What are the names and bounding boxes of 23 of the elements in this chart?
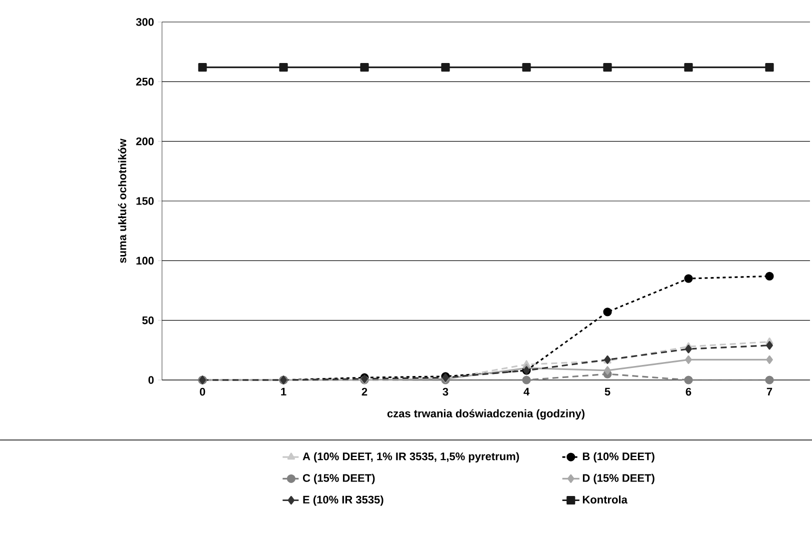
legend-label: B (10% DEET) [582,452,654,462]
legend-label: D (15% DEET) [582,474,654,484]
legend-label: C (15% DEET) [302,474,375,484]
y-tick-label: 150 [136,197,154,205]
x-tick-label: 6 [686,388,692,396]
x-axis-title: czas trwania doświadczenia (godziny) [387,409,584,420]
x-tick-label: 3 [442,388,448,396]
x-tick-label: 0 [200,388,206,396]
y-tick-label: 200 [136,137,154,146]
x-tick-label: 1 [281,388,286,396]
y-tick-label: 50 [142,316,154,324]
x-tick-label: 4 [524,388,530,396]
y-tick-label: 100 [136,256,154,265]
x-tick-label: 2 [362,388,368,396]
legend-label: Kontrola [582,495,628,504]
x-tick-label: 5 [604,388,610,396]
y-tick-label: 250 [136,78,154,86]
legend-label: E (10% IR 3535) [303,495,384,506]
x-tick-label: 7 [766,388,772,396]
y-tick-label: 300 [136,18,154,26]
y-axis-title: suma ukłuć ochotników [118,138,126,263]
legend-label: A (10% DEET, 1% IR 3535, 1,5% pyretrum) [302,452,519,462]
y-tick-label: 0 [148,376,154,384]
